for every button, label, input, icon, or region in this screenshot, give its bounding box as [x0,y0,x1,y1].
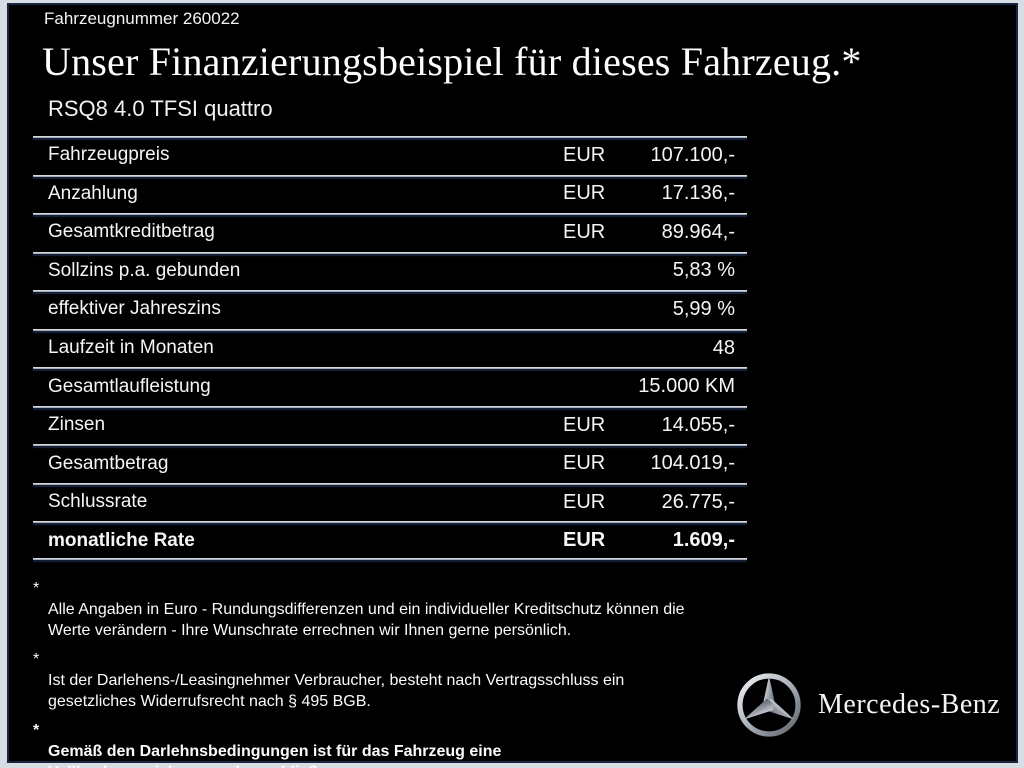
row-value: 15.000 KM [638,375,735,398]
brand-name: Mercedes-Benz [818,689,1001,720]
row-value: 5,83 % [672,259,735,282]
row-currency: EUR [563,220,606,243]
row-value: 89.964,- [661,220,735,243]
brand-logo: Mercedes-Benz [736,672,1000,738]
footnote-marker: * [33,722,40,739]
row-currency: EUR [563,529,606,552]
row-value: 26.775,- [661,490,735,513]
footnote: * Gemäß den Darlehnsbedingungen ist für d… [33,720,745,768]
table-row: Zinsen EUR 14.055,- [33,405,747,445]
table-row: Sollzins p.a. gebunden 5,83 % [33,251,747,291]
table-row: effektiver Jahreszins 5,99 % [33,290,747,329]
row-value: 1.609,- [672,529,735,552]
page-panel [7,3,1018,763]
row-label: Sollzins p.a. gebunden [48,259,241,281]
row-label: Fahrzeugpreis [48,144,170,166]
footnote: * Ist der Darlehens-/Leasingnehmer Verbra… [33,649,745,712]
row-label: Anzahlung [48,182,138,204]
row-value: 14.055,- [661,413,735,436]
row-label: Schlussrate [48,491,148,513]
row-label: Zinsen [48,414,106,436]
mercedes-star-icon [737,673,801,737]
financing-table: Fahrzeugpreis EUR 107.100,- Anzahlung EU… [33,136,747,560]
row-value: 17.136,- [661,182,735,205]
footnote-marker: * [33,580,40,597]
row-currency: EUR [563,490,606,513]
row-value: 104.019,- [650,452,735,475]
row-value: 48 [712,336,735,359]
table-row: Schlussrate EUR 26.775,- [33,482,747,522]
row-currency: EUR [563,413,606,436]
row-label: Gesamtbetrag [48,452,169,474]
footnotes: * Alle Angaben in Euro - Rundungsdifferen… [33,578,745,768]
vehicle-model-label: RSQ8 4.0 TFSI quattro [48,96,273,121]
table-row: Gesamtlaufleistung 15.000 KM [33,367,747,406]
row-currency: EUR [563,143,606,166]
vehicle-number-label: Fahrzeugnummer 260022 [44,9,240,28]
table-row: Anzahlung EUR 17.136,- [33,174,747,214]
table-row: Gesamtbetrag EUR 104.019,- [33,444,747,483]
footnote-marker: * [33,651,40,668]
row-value: 5,99 % [672,297,735,320]
footnote-text: Gemäß den Darlehnsbedingungen ist für da… [48,743,502,768]
row-label: Gesamtlaufleistung [48,375,211,397]
row-label: Laufzeit in Monaten [48,337,214,358]
row-value: 107.100,- [650,143,735,166]
table-row: Gesamtkreditbetrag EUR 89.964,- [33,213,747,252]
row-label: monatliche Rate [48,529,195,551]
row-currency: EUR [563,452,606,475]
footnote-text: Ist der Darlehens-/Leasingnehmer Verbrau… [48,672,625,710]
table-row: Laufzeit in Monaten 48 [33,328,747,368]
row-currency: EUR [563,182,606,205]
page-title: Unser Finanzierungsbeispiel für dieses F… [42,39,862,84]
table-row: monatliche Rate EUR 1.609,- [33,521,747,560]
row-label: effektiver Jahreszins [48,298,221,320]
footnote-text: Alle Angaben in Euro - Rundungsdifferenz… [48,601,685,639]
row-label: Gesamtkreditbetrag [48,221,215,243]
table-row: Fahrzeugpreis EUR 107.100,- [33,136,747,175]
footnote: * Alle Angaben in Euro - Rundungsdifferen… [33,578,745,641]
